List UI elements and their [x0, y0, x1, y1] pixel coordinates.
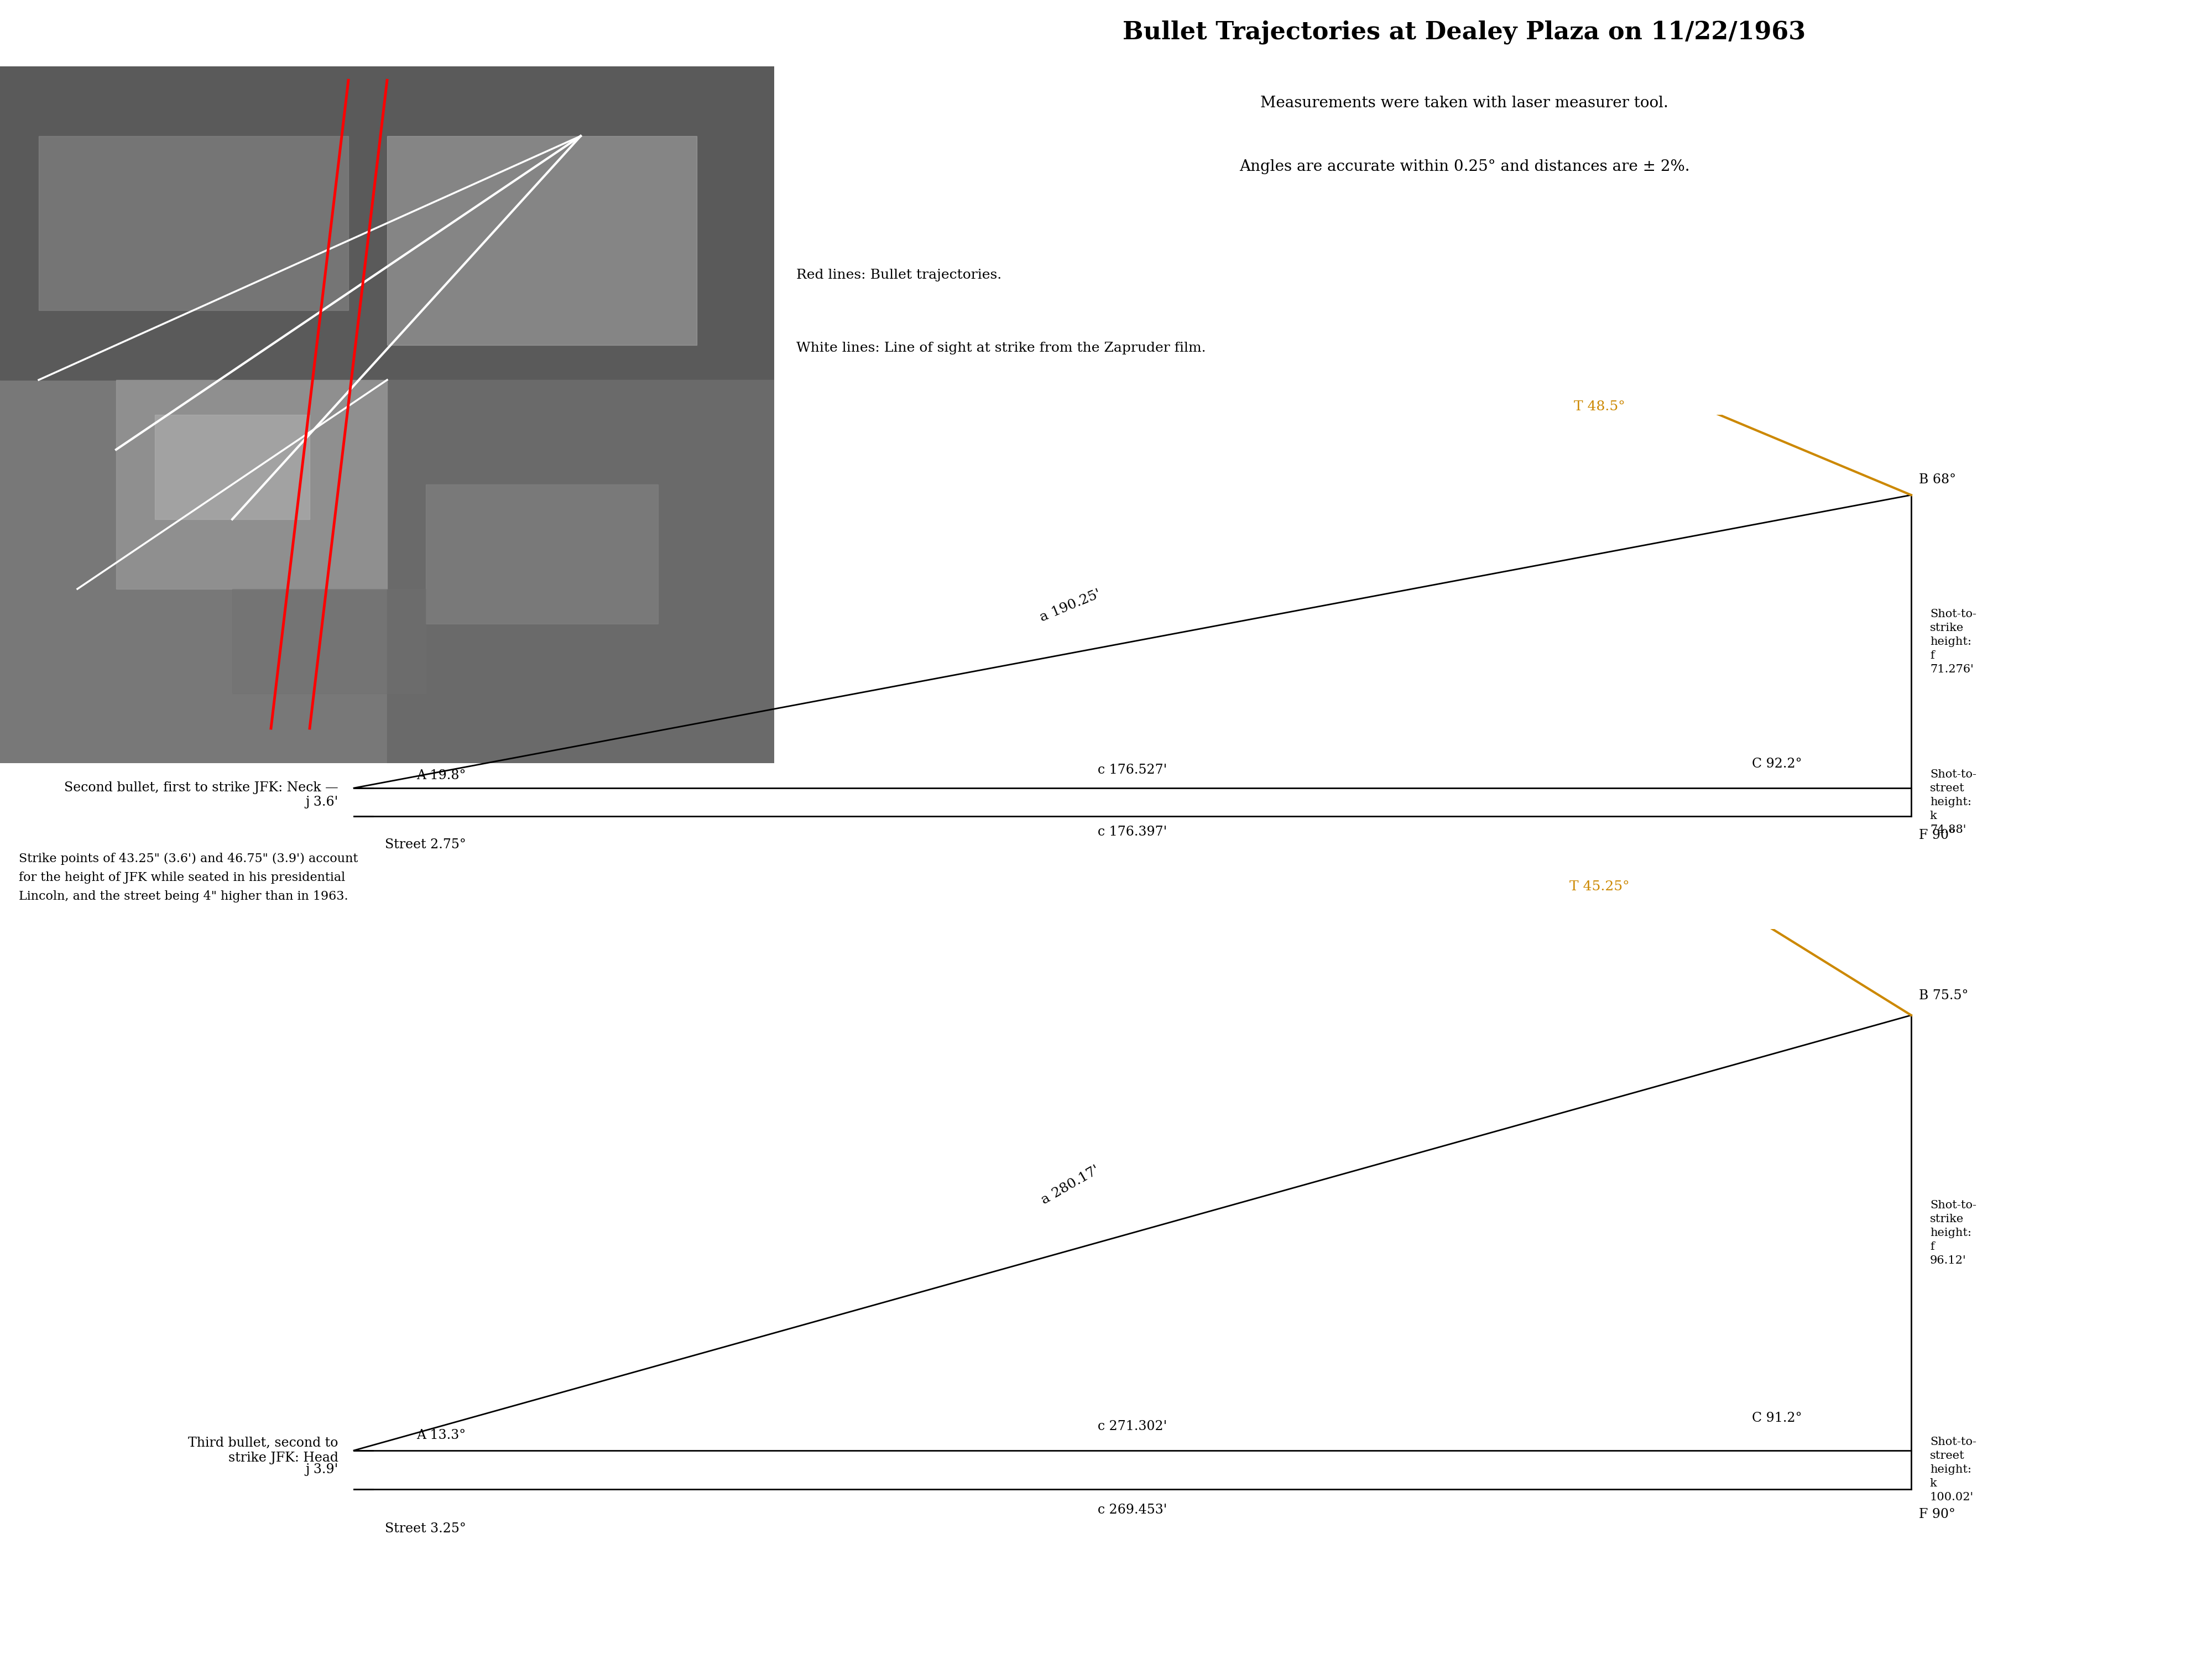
- Text: Street 3.25°: Street 3.25°: [385, 1523, 467, 1535]
- Text: j 3.6': j 3.6': [305, 796, 338, 808]
- Text: Shot-to-
street
height:
k
74.88': Shot-to- street height: k 74.88': [1929, 770, 1975, 834]
- Text: c 176.397': c 176.397': [1097, 826, 1168, 838]
- Text: Second bullet, first to strike JFK: Neck —: Second bullet, first to strike JFK: Neck…: [64, 781, 338, 795]
- Text: c 271.302': c 271.302': [1097, 1420, 1168, 1433]
- Bar: [0, 66, 774, 380]
- Text: Shot-to-
strike
height:
f
71.276': Shot-to- strike height: f 71.276': [1929, 609, 1975, 675]
- Text: T 45.25°: T 45.25°: [1571, 881, 1630, 893]
- Text: F 90°: F 90°: [1920, 1508, 1955, 1521]
- Text: A 19.8°: A 19.8°: [416, 770, 467, 781]
- Text: B 75.5°: B 75.5°: [1920, 989, 1969, 1002]
- Text: Angles are accurate within 0.25° and distances are ± 2%.: Angles are accurate within 0.25° and dis…: [1239, 159, 1690, 174]
- Bar: [155, 415, 310, 519]
- Text: C 92.2°: C 92.2°: [1752, 758, 1803, 770]
- Bar: [387, 380, 774, 763]
- Text: White lines: Line of sight at strike from the Zapruder film.: White lines: Line of sight at strike fro…: [796, 342, 1206, 355]
- Text: Shot-to-
strike
height:
f
96.12': Shot-to- strike height: f 96.12': [1929, 1199, 1975, 1266]
- Text: c 269.453': c 269.453': [1097, 1503, 1168, 1516]
- Bar: [387, 136, 697, 345]
- Bar: [40, 136, 349, 310]
- Text: j 3.9': j 3.9': [305, 1463, 338, 1477]
- Text: B 68°: B 68°: [1920, 473, 1955, 486]
- Text: F 90°: F 90°: [1920, 830, 1955, 841]
- Bar: [115, 380, 387, 589]
- Bar: [232, 589, 425, 693]
- Text: a 190.25': a 190.25': [1037, 587, 1102, 624]
- Text: c 176.527': c 176.527': [1097, 763, 1168, 776]
- Text: A 13.3°: A 13.3°: [416, 1428, 465, 1442]
- Text: T 48.5°: T 48.5°: [1575, 400, 1626, 413]
- Text: Street 2.75°: Street 2.75°: [385, 838, 467, 851]
- Bar: [425, 484, 659, 624]
- Text: Red lines: Bullet trajectories.: Red lines: Bullet trajectories.: [796, 269, 1002, 282]
- Text: Bullet Trajectories at Dealey Plaza on 11/22/1963: Bullet Trajectories at Dealey Plaza on 1…: [1124, 20, 1805, 45]
- Text: Third bullet, second to
strike JFK: Head: Third bullet, second to strike JFK: Head: [188, 1437, 338, 1465]
- Text: C 91.2°: C 91.2°: [1752, 1412, 1803, 1425]
- Text: Shot-to-
street
height:
k
100.02': Shot-to- street height: k 100.02': [1929, 1437, 1975, 1503]
- Text: Strike points of 43.25" (3.6') and 46.75" (3.9') account
for the height of JFK w: Strike points of 43.25" (3.6') and 46.75…: [18, 853, 358, 902]
- Text: Measurements were taken with laser measurer tool.: Measurements were taken with laser measu…: [1261, 96, 1668, 111]
- Text: a 280.17': a 280.17': [1040, 1163, 1102, 1206]
